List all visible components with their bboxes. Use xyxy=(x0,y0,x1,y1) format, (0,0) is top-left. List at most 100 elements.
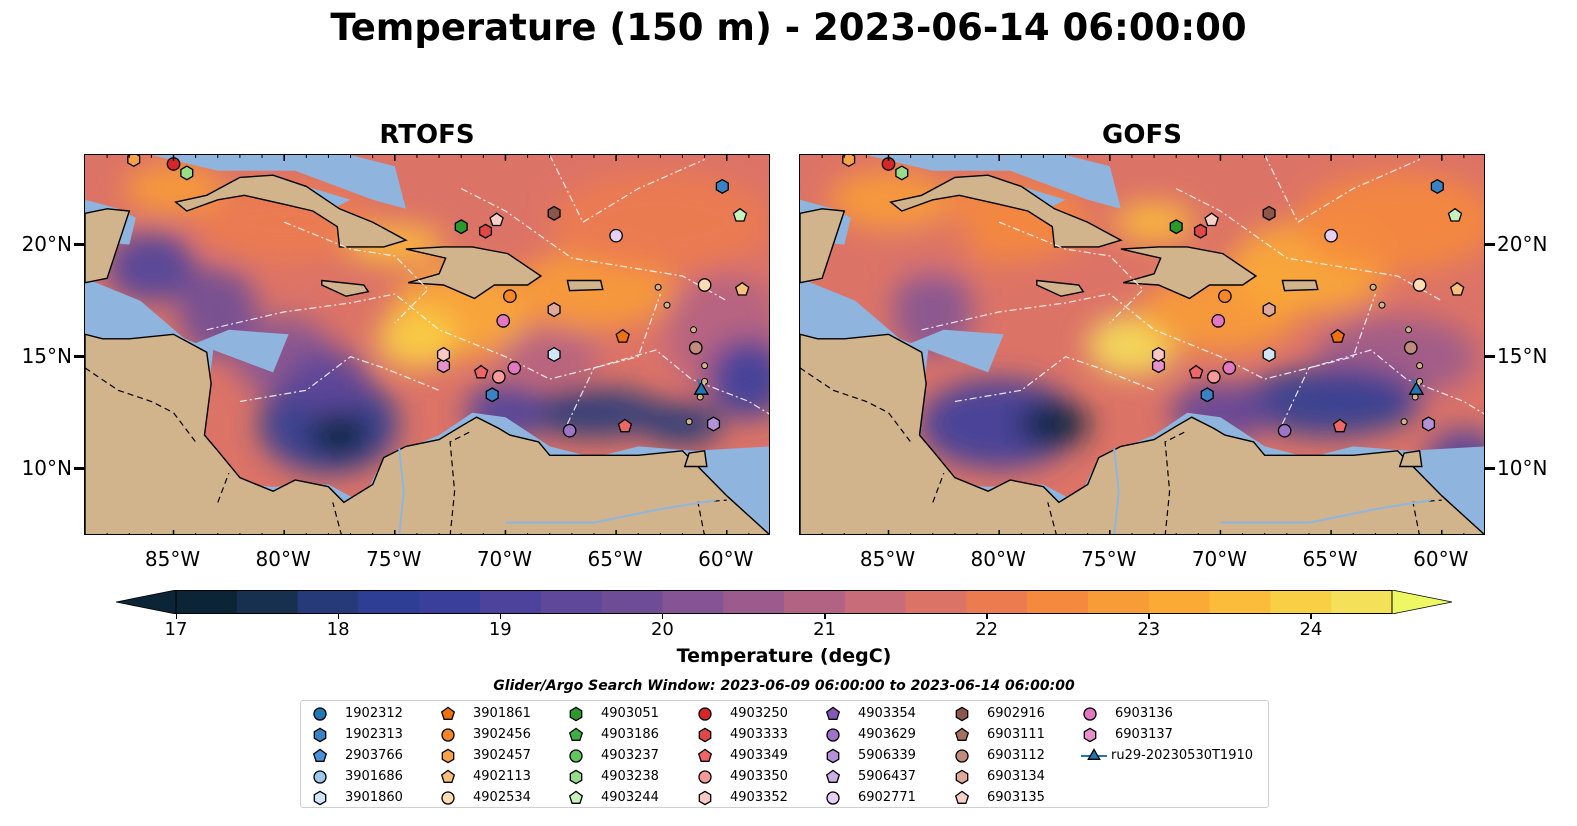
lat-tick-label-left: 15°N xyxy=(21,343,72,368)
legend-title: Glider/Argo Search Window: 2023-06-09 06… xyxy=(493,678,1075,694)
argo-float-4903244[interactable] xyxy=(1447,207,1463,222)
argo-float-4903333[interactable] xyxy=(478,223,493,239)
lon-tick-label: 60°W xyxy=(1413,547,1469,571)
legend-marker[interactable] xyxy=(313,790,327,805)
legend-marker[interactable] xyxy=(440,769,456,783)
legend-marker[interactable] xyxy=(313,727,327,742)
argo-float-4903349[interactable] xyxy=(1332,418,1348,433)
argo-float-6903136[interactable] xyxy=(1222,361,1237,375)
argo-float-1902313[interactable] xyxy=(715,178,729,194)
argo-float-6902916[interactable] xyxy=(547,205,561,221)
argo-float-5906339[interactable] xyxy=(1421,416,1436,432)
legend-marker[interactable] xyxy=(568,727,584,741)
argo-float-6903135[interactable] xyxy=(1204,212,1219,227)
legend-marker[interactable] xyxy=(698,790,712,805)
argo-float-3901861[interactable] xyxy=(615,328,630,343)
argo-float-6903137[interactable] xyxy=(1151,358,1166,374)
argo-float-4903349[interactable] xyxy=(473,364,489,379)
legend-marker[interactable] xyxy=(1083,727,1097,742)
legend-marker[interactable] xyxy=(955,769,969,784)
argo-float-4902534[interactable] xyxy=(1412,278,1427,292)
legend-item: 6903134 xyxy=(951,766,1045,787)
legend-marker[interactable] xyxy=(568,790,584,804)
legend-marker[interactable] xyxy=(313,706,327,721)
legend-marker[interactable] xyxy=(313,769,327,784)
argo-float-4903352[interactable] xyxy=(1151,346,1166,363)
legend-marker[interactable] xyxy=(954,790,970,804)
argo-float-6903135[interactable] xyxy=(489,212,504,227)
legend-marker[interactable] xyxy=(826,727,840,742)
argo-float-4903333[interactable] xyxy=(1193,223,1208,239)
legend-marker[interactable] xyxy=(569,748,583,763)
legend-marker[interactable] xyxy=(826,790,840,805)
argo-float-3901861[interactable] xyxy=(1330,328,1345,343)
argo-float-4903350[interactable] xyxy=(1206,370,1221,384)
argo-float-6903134[interactable] xyxy=(1262,302,1276,318)
legend-marker[interactable] xyxy=(825,769,841,783)
argo-float-6903134[interactable] xyxy=(547,302,561,318)
argo-float-4903349[interactable] xyxy=(1188,364,1204,379)
legend-marker[interactable] xyxy=(569,706,583,721)
colorbar-tick xyxy=(661,614,664,619)
argo-float-4903349[interactable] xyxy=(617,418,633,433)
argo-float-4903244[interactable] xyxy=(732,207,748,222)
argo-float-4903629[interactable] xyxy=(562,423,577,438)
argo-float-5906339[interactable] xyxy=(706,416,721,432)
legend-marker[interactable] xyxy=(698,727,712,742)
legend-marker[interactable] xyxy=(955,706,969,721)
argo-float-3901860[interactable] xyxy=(547,346,561,363)
argo-float-4903238[interactable] xyxy=(895,165,909,181)
argo-float-6903112[interactable] xyxy=(1403,340,1418,355)
argo-float-4903238[interactable] xyxy=(180,165,194,181)
legend-marker[interactable] xyxy=(440,706,456,720)
legend-marker[interactable] xyxy=(826,748,840,763)
argo-float-4903352[interactable] xyxy=(436,346,451,363)
argo-float-6902771[interactable] xyxy=(609,228,623,243)
legend-label: 4903051 xyxy=(601,706,659,721)
legend-marker[interactable] xyxy=(698,706,712,721)
legend-marker[interactable] xyxy=(955,748,969,763)
legend-item: 6903137 xyxy=(1079,724,1173,745)
gofs-map[interactable] xyxy=(799,154,1485,535)
legend-marker[interactable] xyxy=(1083,706,1097,721)
colorbar-segment xyxy=(723,590,785,614)
argo-float-6903137[interactable] xyxy=(436,358,451,374)
colorbar-segment xyxy=(1209,590,1271,614)
argo-float-3902457[interactable] xyxy=(127,155,141,168)
island xyxy=(685,418,693,426)
glider-ru29[interactable] xyxy=(693,381,710,395)
argo-float-4903350[interactable] xyxy=(491,370,506,384)
argo-float-4903051[interactable] xyxy=(454,219,468,235)
glider-ru29[interactable] xyxy=(1408,381,1425,395)
legend-marker[interactable] xyxy=(698,769,712,784)
legend-marker[interactable] xyxy=(569,769,583,784)
argo-float-4902534[interactable] xyxy=(697,278,712,292)
argo-float-1902313[interactable] xyxy=(1430,178,1444,194)
legend-marker[interactable] xyxy=(312,748,328,762)
argo-float-1902313[interactable] xyxy=(485,387,499,403)
legend-marker[interactable] xyxy=(1087,747,1101,760)
legend-marker[interactable] xyxy=(697,748,713,762)
legend-marker[interactable] xyxy=(954,727,970,741)
argo-float-4903051[interactable] xyxy=(1169,219,1183,235)
argo-float-3902456[interactable] xyxy=(1218,289,1232,304)
argo-float-3902457[interactable] xyxy=(842,155,856,168)
argo-float-6902771[interactable] xyxy=(1324,228,1338,243)
legend-marker[interactable] xyxy=(825,706,841,720)
argo-float-4902113[interactable] xyxy=(1449,281,1465,296)
legend-marker[interactable] xyxy=(441,748,455,763)
argo-float-6903136[interactable] xyxy=(496,313,511,328)
argo-float-4903629[interactable] xyxy=(1277,423,1292,438)
argo-float-6902916[interactable] xyxy=(1262,205,1276,221)
legend-marker[interactable] xyxy=(441,790,455,805)
argo-float-6903112[interactable] xyxy=(688,340,703,355)
legend-marker[interactable] xyxy=(441,727,455,742)
argo-float-4902113[interactable] xyxy=(734,281,750,296)
rtofs-map[interactable] xyxy=(84,154,770,535)
argo-float-3901860[interactable] xyxy=(1262,346,1276,363)
argo-float-6903136[interactable] xyxy=(507,361,522,375)
argo-float-6903136[interactable] xyxy=(1211,313,1226,328)
argo-float-3902456[interactable] xyxy=(503,289,517,304)
colorbar-segment xyxy=(1027,590,1089,614)
argo-float-1902313[interactable] xyxy=(1200,387,1214,403)
